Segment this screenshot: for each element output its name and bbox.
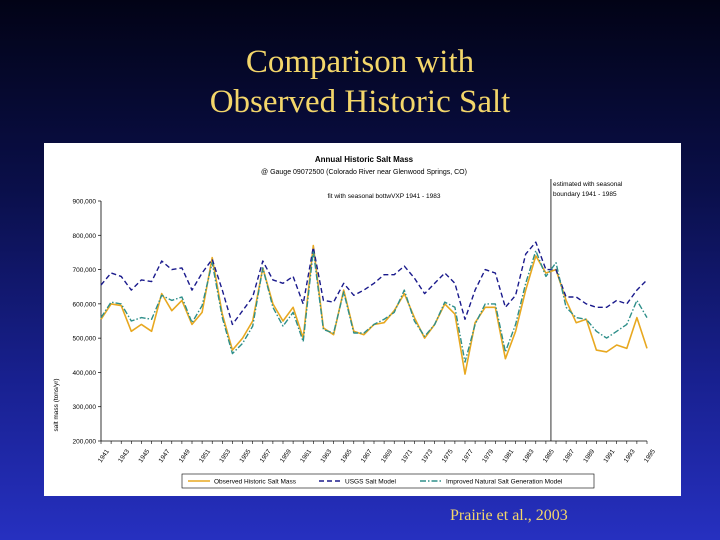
- x-tick-label: 1995: [643, 448, 657, 464]
- y-tick-label: 300,000: [73, 404, 97, 411]
- y-tick-label: 700,000: [73, 267, 97, 274]
- title-line-2: Observed Historic Salt: [209, 84, 511, 120]
- title-line-1: Comparison with: [245, 44, 475, 80]
- x-tick-label: 1967: [360, 448, 374, 464]
- x-tick-label: 1957: [259, 448, 273, 464]
- x-tick-label: 1969: [380, 448, 394, 464]
- x-axis-ticks: 1941 1943 1945 1947 1949 1951 1953 1955 1957 1959…: [97, 441, 657, 464]
- y-tick-label: 200,000: [73, 439, 97, 446]
- chart-panel: Annual Historic Salt Mass @ Gauge 090725…: [44, 143, 681, 496]
- legend-box: [181, 473, 595, 489]
- y-axis-ticks: 200,000 300,000 400,000 500,000 600,000 700,0…: [73, 199, 101, 446]
- x-tick-label: 1943: [117, 448, 131, 464]
- x-tick-label: 1993: [623, 448, 637, 464]
- x-tick-label: 1975: [441, 448, 455, 464]
- legend-label: Improved Natural Salt Generation Model: [446, 479, 563, 486]
- x-tick-label: 1963: [319, 448, 333, 464]
- series-lines: [100, 241, 648, 375]
- x-tick-label: 1951: [198, 448, 212, 464]
- x-tick-label: 1949: [178, 448, 192, 464]
- x-tick-label: 1947: [158, 448, 172, 464]
- y-tick-label: 900,000: [73, 199, 97, 206]
- x-tick-label: 1965: [340, 448, 354, 464]
- chart-title: Annual Historic Salt Mass: [315, 155, 414, 164]
- x-tick-label: 1959: [279, 448, 293, 464]
- x-tick-label: 1961: [299, 448, 313, 464]
- x-tick-label: 1987: [562, 448, 576, 464]
- citation: Prairie et al., 2003: [450, 507, 568, 524]
- y-tick-label: 800,000: [73, 233, 97, 240]
- x-tick-label: 1985: [542, 448, 556, 464]
- x-tick-label: 1945: [137, 448, 151, 464]
- x-tick-label: 1971: [400, 448, 414, 464]
- y-tick-label: 400,000: [73, 370, 97, 377]
- legend-label: USGS Salt Model: [345, 479, 396, 486]
- y-tick-label: 500,000: [73, 336, 97, 343]
- x-tick-label: 1989: [582, 448, 596, 464]
- legend-label: Observed Historic Salt Mass: [214, 479, 297, 486]
- salt-mass-chart: Annual Historic Salt Mass @ Gauge 090725…: [53, 155, 657, 489]
- y-tick-label: 600,000: [73, 301, 97, 308]
- x-tick-label: 1941: [97, 448, 111, 464]
- chart-subtitle: @ Gauge 09072500 (Colorado River near Gl…: [261, 169, 467, 176]
- x-tick-label: 1983: [522, 448, 536, 464]
- chart-legend: Observed Historic Salt Mass USGS Salt Mod…: [181, 473, 595, 489]
- fit-annotation: fit with seasonal bottwVXP 1941 - 1983: [328, 193, 441, 200]
- x-tick-label: 1981: [501, 448, 515, 464]
- estimated-annotation-line-1: estimated with seasonal: [553, 181, 623, 188]
- series-line-observed: [100, 244, 648, 375]
- estimated-annotation-line-2: boundary 1941 - 1985: [553, 191, 617, 198]
- slide-title: Comparison with Observed Historic Salt: [0, 42, 720, 122]
- x-tick-label: 1973: [420, 448, 434, 464]
- y-axis-label: salt mass (tons/yr): [53, 378, 60, 431]
- chart-axes: [100, 179, 647, 442]
- x-tick-label: 1955: [238, 448, 252, 464]
- x-tick-label: 1953: [218, 448, 232, 464]
- series-line-improved: [100, 249, 648, 363]
- x-tick-label: 1979: [481, 448, 495, 464]
- x-tick-label: 1991: [602, 448, 616, 464]
- series-line-usgs: [100, 241, 648, 326]
- x-tick-label: 1977: [461, 448, 475, 464]
